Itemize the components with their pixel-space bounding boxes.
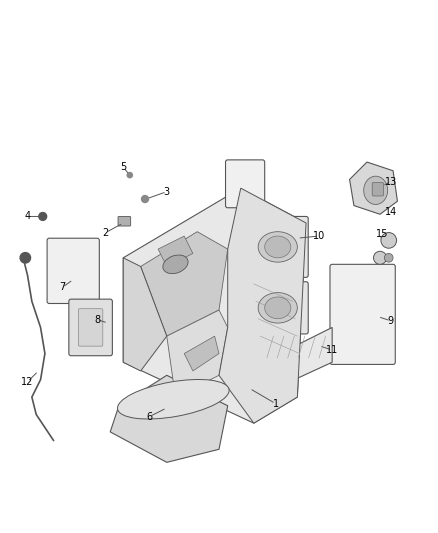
FancyBboxPatch shape (118, 216, 131, 226)
Text: 1: 1 (272, 399, 279, 409)
Polygon shape (350, 162, 397, 214)
Polygon shape (262, 327, 332, 389)
FancyBboxPatch shape (247, 282, 308, 334)
Ellipse shape (117, 379, 229, 419)
Ellipse shape (265, 297, 291, 319)
Circle shape (381, 232, 396, 248)
FancyBboxPatch shape (247, 216, 308, 277)
Text: 5: 5 (120, 162, 127, 172)
Ellipse shape (265, 236, 291, 258)
FancyBboxPatch shape (69, 299, 113, 356)
FancyBboxPatch shape (47, 238, 99, 303)
Text: 7: 7 (59, 282, 65, 293)
Text: 4: 4 (25, 212, 31, 221)
Ellipse shape (258, 293, 297, 323)
Circle shape (385, 254, 393, 262)
Text: 14: 14 (385, 207, 397, 217)
FancyBboxPatch shape (226, 160, 265, 208)
FancyBboxPatch shape (372, 182, 384, 196)
Circle shape (374, 251, 387, 264)
Circle shape (127, 173, 132, 177)
Circle shape (141, 196, 148, 203)
FancyBboxPatch shape (78, 309, 103, 346)
Polygon shape (167, 310, 228, 397)
Polygon shape (123, 188, 306, 423)
Polygon shape (141, 232, 228, 336)
Circle shape (20, 253, 31, 263)
Text: 12: 12 (21, 377, 34, 387)
FancyBboxPatch shape (330, 264, 395, 365)
Ellipse shape (364, 176, 388, 205)
Polygon shape (184, 336, 219, 371)
Text: 15: 15 (376, 229, 389, 239)
Ellipse shape (163, 255, 188, 273)
Polygon shape (123, 258, 167, 371)
Polygon shape (110, 375, 228, 462)
Text: 9: 9 (388, 316, 394, 326)
Text: 10: 10 (313, 231, 325, 241)
Text: 11: 11 (326, 345, 338, 355)
Polygon shape (219, 188, 306, 423)
Ellipse shape (258, 232, 297, 262)
Text: 8: 8 (94, 314, 100, 325)
Text: 2: 2 (103, 228, 109, 238)
Text: 6: 6 (146, 411, 152, 422)
Circle shape (39, 213, 47, 220)
Text: 3: 3 (164, 187, 170, 197)
Text: 13: 13 (385, 176, 397, 187)
Polygon shape (158, 236, 193, 266)
